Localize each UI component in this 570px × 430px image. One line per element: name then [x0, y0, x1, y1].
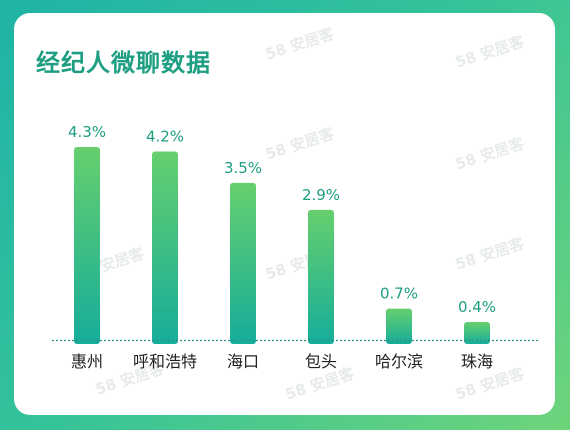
category-label-3: 海口	[227, 352, 259, 371]
bar-6	[464, 322, 490, 344]
category-label-1: 惠州	[71, 352, 103, 371]
bar-1	[74, 147, 100, 344]
value-label-6: 0.4%	[458, 298, 496, 316]
category-label-2: 呼和浩特	[133, 352, 197, 371]
value-label-1: 4.3%	[68, 123, 106, 141]
bar-2	[152, 151, 178, 344]
bar-3	[230, 182, 256, 344]
category-label-5: 哈尔滨	[375, 352, 423, 371]
chart-title: 经纪人微聊数据	[36, 49, 211, 77]
bar-5	[386, 308, 412, 344]
value-label-5: 0.7%	[380, 285, 418, 303]
bar-4	[308, 209, 334, 344]
bar-chart: 4.3% 4.2% 3.5% 2.9% 0.7% 0.4% 惠州 呼和浩特 海口 包头 哈尔滨 珠海	[52, 123, 540, 371]
category-label-4: 包头	[305, 352, 337, 371]
value-label-2: 4.2%	[146, 127, 184, 145]
chart-card: 58 安居客 58 安居客 58 安居客 58 安居客 58 安居客 58 安居…	[14, 13, 555, 415]
category-label-6: 珠海	[461, 352, 493, 371]
value-label-3: 3.5%	[224, 159, 262, 177]
value-label-4: 2.9%	[302, 186, 340, 204]
